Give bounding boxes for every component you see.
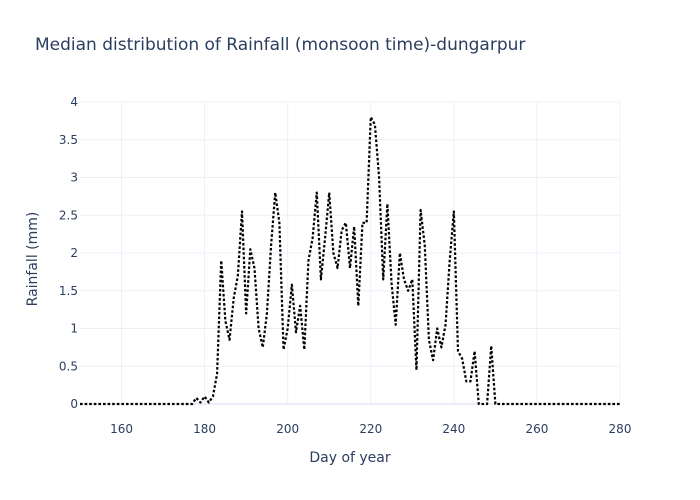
y-tick-label: 3.5: [59, 133, 78, 147]
y-tick-label: 1: [70, 322, 78, 336]
tick-labels: 160 180 200 220 240 260 280 0 0.5 1 1.5 2 2.5 3 3.5 4: [59, 95, 632, 436]
x-tick-label: 220: [359, 422, 382, 436]
gridlines: [80, 101, 621, 405]
y-tick-label: 0: [70, 397, 78, 411]
rainfall-series-line: [80, 116, 620, 406]
chart-title: Median distribution of Rainfall (monsoon…: [35, 35, 525, 55]
x-tick-label: 260: [525, 422, 548, 436]
y-tick-label: 4: [70, 95, 78, 109]
series-layer: [80, 116, 620, 406]
y-tick-label: 2: [70, 246, 78, 260]
y-axis-title: Rainfall (mm): [25, 212, 41, 307]
x-tick-label: 240: [442, 422, 465, 436]
y-tick-label: 2.5: [59, 208, 78, 222]
x-tick-label: 200: [276, 422, 299, 436]
x-tick-label: 280: [609, 422, 632, 436]
y-tick-label: 0.5: [59, 359, 78, 373]
x-axis-title: Day of year: [309, 450, 391, 466]
x-tick-label: 180: [193, 422, 216, 436]
x-tick-label: 160: [110, 422, 133, 436]
y-tick-label: 1.5: [59, 284, 78, 298]
y-tick-label: 3: [70, 171, 78, 185]
